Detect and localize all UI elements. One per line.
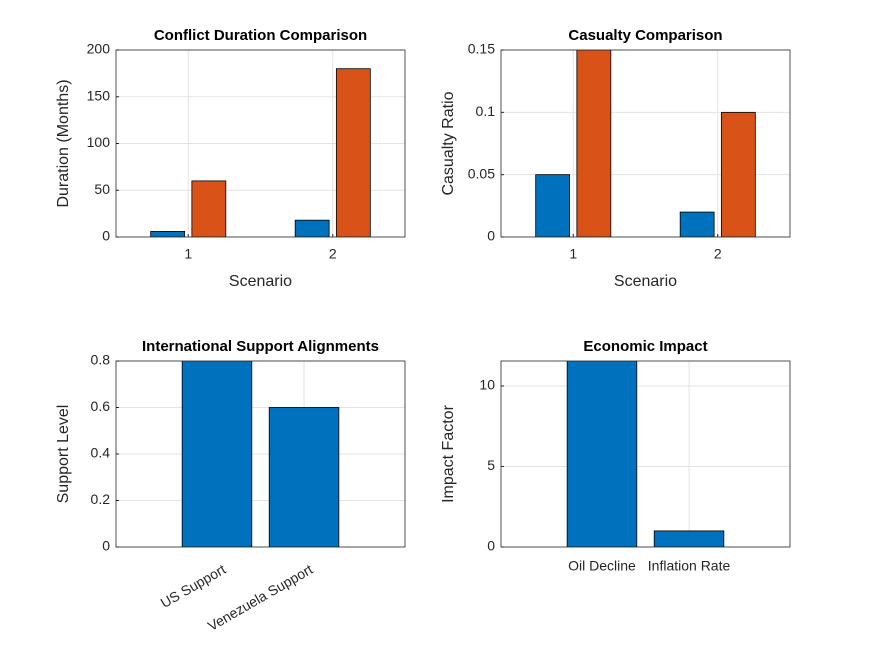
x-axis-label: Scenario (229, 273, 292, 290)
y-tick-label: 0.1 (476, 103, 496, 119)
chart-title: Economic Impact (583, 338, 707, 355)
y-tick-label: 0.15 (468, 41, 495, 57)
x-tick-label: Inflation Rate (648, 558, 731, 574)
bar (566, 361, 638, 547)
axes-box (500, 360, 791, 548)
y-axis-label: Casualty Ratio (440, 91, 457, 195)
y-tick-label: 10 (479, 377, 495, 393)
bar (576, 50, 612, 237)
bars (535, 50, 756, 237)
y-tick-label: 5 (487, 457, 495, 473)
bars (566, 361, 725, 547)
bar (679, 211, 715, 237)
y-tick-label: 200 (87, 41, 111, 57)
x-tick-label: US Support (158, 561, 229, 611)
y-tick-label: 0.2 (91, 491, 111, 507)
y-tick-label: 0 (487, 538, 495, 554)
bar (720, 111, 756, 237)
x-tick-label: 1 (184, 246, 192, 262)
x-tick-label: 2 (714, 246, 722, 262)
bar (191, 180, 227, 237)
axes: 0 5 10 Oil Decline Inflation Rate Economic Im… (440, 338, 791, 574)
y-tick-label: 0.4 (91, 445, 111, 461)
y-axis-label: Support Level (55, 405, 72, 504)
y-tick-label: 150 (87, 87, 111, 103)
y-axis-label: Duration (Months) (55, 79, 72, 207)
x-tick-label: 1 (569, 246, 577, 262)
y-tick-label: 100 (87, 134, 111, 150)
bar (268, 407, 340, 547)
y-tick-label: 0 (102, 228, 110, 244)
chart-title: International Support Alignments (142, 338, 379, 355)
axes-box (115, 360, 406, 548)
bar (150, 230, 186, 237)
bars (150, 68, 371, 237)
plot-area (501, 361, 790, 547)
y-tick-label: 0.6 (91, 398, 111, 414)
y-tick-label: 0.05 (468, 165, 495, 181)
bar (294, 219, 330, 237)
chart-title: Conflict Duration Comparison (154, 27, 367, 44)
x-tick-label: 2 (329, 246, 337, 262)
x-axis-label: Scenario (614, 273, 677, 290)
axes-box (500, 49, 791, 238)
bar (181, 361, 253, 547)
y-tick-label: 50 (94, 181, 110, 197)
bar (653, 530, 725, 547)
bar (335, 68, 371, 237)
chart-title: Casualty Comparison (568, 27, 722, 44)
bar (535, 174, 571, 237)
axes: 0 50 100 150 200 1 2 Conflict Duration Comparis… (55, 27, 406, 290)
y-tick-label: 0.8 (91, 352, 111, 368)
y-tick-label: 0 (487, 228, 495, 244)
axes-box (115, 49, 406, 238)
x-tick-label: Oil Decline (568, 558, 636, 574)
axes: 0 0.05 0.1 0.15 1 2 Casualty Comparison Scenari… (440, 27, 791, 290)
y-axis-label: Impact Factor (440, 404, 457, 502)
y-tick-label: 0 (102, 538, 110, 554)
bars (181, 361, 340, 547)
